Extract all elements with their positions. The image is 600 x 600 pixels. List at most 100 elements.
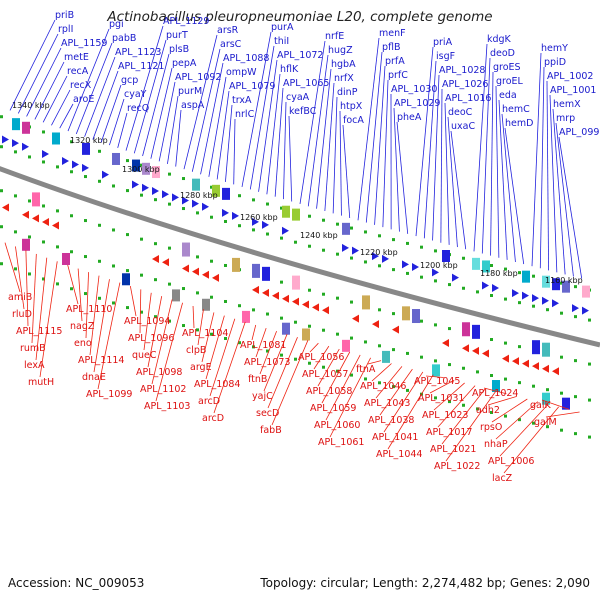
- forward-gene-arrow: [162, 190, 169, 199]
- tick-dot: [238, 194, 241, 198]
- reverse-leader-line: [379, 368, 413, 416]
- forward-gene-arrow: [2, 135, 9, 144]
- tick-dot: [322, 328, 325, 332]
- reverse-gene-label: amiB: [8, 292, 32, 303]
- forward-gene-arrow: [222, 208, 229, 217]
- reverse-leader-line: [155, 302, 183, 402]
- tick-dot: [266, 312, 269, 316]
- reverse-leader-line: [499, 403, 549, 457]
- tick-dot: [350, 226, 353, 230]
- forward-gene-label: hgbA: [331, 59, 356, 70]
- tick-dot: [532, 384, 535, 388]
- tick-dot: [210, 185, 213, 189]
- forward-leader-line: [109, 98, 125, 146]
- tick-dot: [378, 234, 381, 238]
- tick-dot: [378, 344, 381, 348]
- forward-gene-label: groEL: [496, 76, 524, 87]
- tick-dot: [168, 319, 171, 323]
- tick-dot: [476, 290, 479, 294]
- tick-dot: [84, 292, 87, 296]
- forward-gene-label: priB: [55, 10, 74, 21]
- tick-dot: [28, 272, 31, 276]
- tick-dot: [546, 425, 549, 429]
- forward-gene-label: pepA: [172, 58, 197, 69]
- reverse-leader-line: [143, 292, 152, 351]
- forward-feature-block: [82, 142, 90, 155]
- reverse-gene-arrow: [192, 267, 199, 276]
- tick-dot: [350, 336, 353, 340]
- forward-leader-line: [167, 95, 179, 165]
- forward-leader-line: [142, 53, 170, 157]
- forward-gene-label: purA: [271, 22, 294, 33]
- forward-leader-line: [393, 107, 400, 232]
- tick-dot: [70, 250, 73, 254]
- forward-gene-label: eda: [499, 90, 517, 101]
- reverse-leader-line: [39, 261, 58, 378]
- reverse-feature-block: [22, 238, 30, 251]
- reverse-gene-labels: amiBrluDAPL_1115rumBlexAmutHAPL_1110nagZ…: [4, 242, 580, 484]
- forward-feature-block: [482, 260, 490, 273]
- tick-dot: [490, 264, 493, 268]
- kbp-label: 1280 kbp: [180, 191, 218, 200]
- forward-gene-label: cyaY: [124, 89, 147, 100]
- forward-leader-line: [504, 127, 525, 265]
- tick-dot: [196, 255, 199, 259]
- tick-dot: [294, 240, 297, 244]
- tick-dot: [0, 115, 3, 119]
- reverse-gene-label: APL_1060: [314, 420, 360, 431]
- forward-gene-arrow: [532, 294, 539, 303]
- tick-dot: [322, 248, 325, 252]
- reverse-gene-arrow: [22, 210, 29, 219]
- reverse-leader-line: [85, 272, 89, 339]
- forward-leader-line: [549, 94, 558, 273]
- forward-leader-line: [175, 109, 182, 167]
- reverse-gene-arrow: [292, 297, 299, 306]
- reverse-gene-label: APL_1044: [376, 449, 422, 460]
- tick-dot: [518, 301, 521, 305]
- reverse-leader-line: [97, 282, 121, 390]
- reverse-leader-line: [313, 345, 330, 370]
- reverse-gene-label: mutH: [28, 377, 54, 388]
- tick-dot: [406, 351, 409, 355]
- reverse-feature-block: [242, 310, 250, 323]
- tick-dot: [280, 353, 283, 357]
- tick-dot: [518, 345, 521, 349]
- reverse-gene-label: APL_1099: [86, 389, 132, 400]
- reverse-leader-line: [429, 379, 455, 394]
- forward-gene-label: APL_1123: [115, 47, 161, 58]
- forward-leader-line: [249, 45, 275, 190]
- forward-gene-label: pgi: [109, 19, 124, 30]
- tick-dot: [98, 149, 101, 153]
- tick-dot: [350, 373, 353, 377]
- forward-gene-labels: priB rplI APL_1159 metE recA recX aroE pgi pabB A…: [9, 10, 600, 279]
- reverse-feature-block: [362, 295, 370, 310]
- tick-dot: [420, 355, 423, 359]
- tick-dot: [518, 381, 521, 385]
- forward-gene-arrow: [22, 142, 29, 151]
- forward-feature-block: [282, 205, 290, 218]
- tick-dot: [532, 304, 535, 308]
- forward-leader-line: [558, 136, 583, 279]
- forward-leader-line: [92, 70, 119, 140]
- forward-feature-block: [22, 121, 30, 134]
- reverse-gene-arrow: [552, 367, 559, 376]
- forward-leader-line: [133, 39, 167, 154]
- tick-dot: [378, 264, 381, 268]
- tick-dot: [574, 359, 577, 363]
- reverse-gene-arrow: [2, 203, 9, 212]
- reverse-gene-label: rluD: [12, 309, 32, 320]
- forward-leader-line: [495, 85, 500, 258]
- forward-leader-line: [42, 75, 68, 123]
- forward-leader-line: [382, 79, 389, 228]
- kbp-label: 1340 kbp: [12, 101, 50, 110]
- tick-dot: [560, 355, 563, 359]
- forward-leader-line: [450, 130, 467, 250]
- tick-dot: [154, 278, 157, 282]
- tick-dot: [364, 340, 367, 344]
- tick-dot: [420, 245, 423, 249]
- forward-gene-label: APL_1088: [223, 53, 269, 64]
- forward-gene-label: APL_1002: [547, 71, 593, 82]
- tick-dot: [182, 287, 185, 291]
- reverse-feature-block: [472, 324, 480, 339]
- tick-dot: [252, 308, 255, 312]
